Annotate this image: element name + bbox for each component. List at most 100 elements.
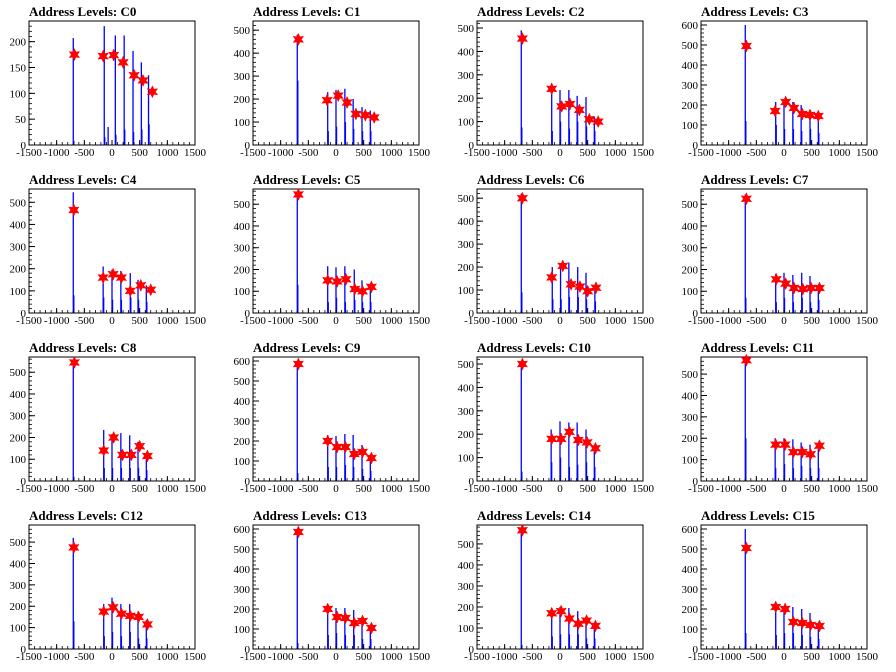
peak-marker <box>740 39 753 53</box>
x-tick-label: -500 <box>298 483 319 495</box>
chart-panel-c8: Address Levels: C8 0 100 200 300 400 500 -1500-… <box>0 336 224 504</box>
x-tick-label: -1500 <box>240 651 266 663</box>
peak-marker <box>133 439 146 453</box>
x-tick-label: 500 <box>355 483 372 495</box>
peak-marker <box>359 108 372 122</box>
y-tick-label: 200 <box>10 264 27 276</box>
y-tick-label: 50 <box>15 114 27 126</box>
x-tick-label: 0 <box>781 147 787 159</box>
chart-panel-c15: Address Levels: C15 0 100 200 300 400 500 600 -1… <box>672 504 896 672</box>
peak-marker <box>740 353 753 367</box>
x-tick-label: -1000 <box>44 651 70 663</box>
y-tick-label: 500 <box>458 193 475 205</box>
x-tick-label: -500 <box>522 651 543 663</box>
x-tick-label: 500 <box>355 651 372 663</box>
x-tick-label: 0 <box>109 315 115 327</box>
y-tick-label: 300 <box>458 406 475 418</box>
x-tick-label: -1000 <box>492 651 518 663</box>
y-tick-label: 200 <box>234 436 251 448</box>
peak-marker <box>574 279 586 294</box>
x-tick-label: -1500 <box>240 483 266 495</box>
x-tick-label: 0 <box>557 651 563 663</box>
y-tick-label: 500 <box>234 544 251 556</box>
x-tick-label: 500 <box>803 315 820 327</box>
peak-marker <box>321 434 334 448</box>
y-tick-label: 200 <box>682 264 699 276</box>
x-tick-label: -500 <box>746 315 767 327</box>
y-tick-label: 400 <box>458 382 475 394</box>
chart-title: Address Levels: C8 <box>29 340 137 355</box>
chart-plot: 0 100 200 300 400 500 600 -1500 -1000 -500 0 500 100… <box>682 20 879 159</box>
x-tick-label: 1500 <box>632 147 655 159</box>
chart-title: Address Levels: C2 <box>477 4 585 19</box>
peak-marker <box>779 277 792 291</box>
y-tick-label: 100 <box>458 117 475 129</box>
y-tick-label: 500 <box>234 199 251 211</box>
y-tick-label: 500 <box>458 539 475 551</box>
y-tick-label: 400 <box>234 221 251 233</box>
peak-marker <box>365 621 378 635</box>
x-tick-label: -1500 <box>240 315 266 327</box>
x-tick-label: -1500 <box>464 651 490 663</box>
peak-marker <box>321 602 334 616</box>
peak-marker <box>813 281 826 295</box>
peak-marker <box>581 435 593 450</box>
x-tick-label: 1500 <box>856 483 879 495</box>
chart-panel-c9: Address Levels: C9 0 100 200 300 400 500 600 -15… <box>224 336 448 504</box>
peak-marker <box>68 540 80 555</box>
x-tick-label: -1000 <box>44 483 70 495</box>
peak-marker <box>68 47 81 62</box>
plot-frame <box>28 20 196 146</box>
peak-marker <box>779 438 791 452</box>
y-tick-label: 600 <box>234 356 251 368</box>
chart-panel-c4: Address Levels: C4 0 100 200 300 400 500 -1500-… <box>0 168 224 336</box>
y-tick-label: 100 <box>682 455 699 467</box>
peak-marker <box>740 541 753 555</box>
chart-panel-c6: Address Levels: C6 0 100 200 300 400 500 -1500-… <box>448 168 672 336</box>
peak-marker <box>350 107 362 121</box>
x-tick-label: -1000 <box>268 315 294 327</box>
peak-marker <box>557 259 569 273</box>
x-tick-label: -1000 <box>716 315 742 327</box>
peak-marker <box>365 280 378 294</box>
x-tick-label: 1500 <box>856 315 879 327</box>
chart-panel-c3: Address Levels: C3 0 100 200 300 400 500 600 -15… <box>672 0 896 168</box>
peak-marker <box>117 55 129 69</box>
y-tick-label: 100 <box>682 120 699 132</box>
peak-marker <box>145 283 157 297</box>
x-tick-label: -1000 <box>44 315 70 327</box>
y-tick-label: 100 <box>682 624 699 636</box>
y-tick-label: 400 <box>682 564 699 576</box>
chart-plot: 0 100 200 300 400 500 -1500 -1000 -500 0 500 1000 15… <box>458 356 655 495</box>
y-tick-label: 400 <box>234 564 251 576</box>
peak-marker <box>516 191 529 205</box>
chart-plot: 0 100 200 300 400 500 600 -1500 -1000 -500 0 500 100… <box>234 356 431 495</box>
chart-title: Address Levels: C14 <box>477 508 591 523</box>
x-tick-label: 500 <box>803 483 820 495</box>
y-tick-label: 0 <box>469 140 475 152</box>
y-tick-label: 0 <box>469 476 475 488</box>
y-tick-label: 200 <box>458 262 475 274</box>
x-tick-label: 500 <box>131 147 148 159</box>
peak-marker <box>141 449 154 463</box>
peak-marker <box>545 432 558 446</box>
peak-marker <box>555 432 567 446</box>
y-tick-label: 100 <box>234 286 251 298</box>
peak-marker <box>769 600 782 614</box>
chart-plot: 0 100 200 300 400 500 -1500 -1000 -500 0 500 1000 15… <box>10 524 207 663</box>
x-tick-label: -1000 <box>492 147 518 159</box>
x-tick-label: 0 <box>557 483 563 495</box>
y-tick-label: 400 <box>10 558 27 570</box>
y-tick-label: 500 <box>10 367 27 379</box>
peak-marker <box>356 614 369 628</box>
x-tick-label: 0 <box>781 483 787 495</box>
chart-title: Address Levels: C4 <box>29 172 137 187</box>
chart-panel-c11: Address Levels: C11 0 100 200 300 400 500 -1500… <box>672 336 896 504</box>
chart-title: Address Levels: C5 <box>253 172 361 187</box>
chart-title: Address Levels: C15 <box>701 508 815 523</box>
peak-marker <box>97 49 109 63</box>
chart-panel-c14: Address Levels: C14 0 100 200 300 400 500 -1500… <box>448 504 672 672</box>
peak-marker <box>583 112 596 126</box>
chart-plot: 0 100 200 300 400 500 -1500 -1000 -500 0 500 1000 15… <box>10 188 207 327</box>
x-tick-label: 1000 <box>604 147 627 159</box>
